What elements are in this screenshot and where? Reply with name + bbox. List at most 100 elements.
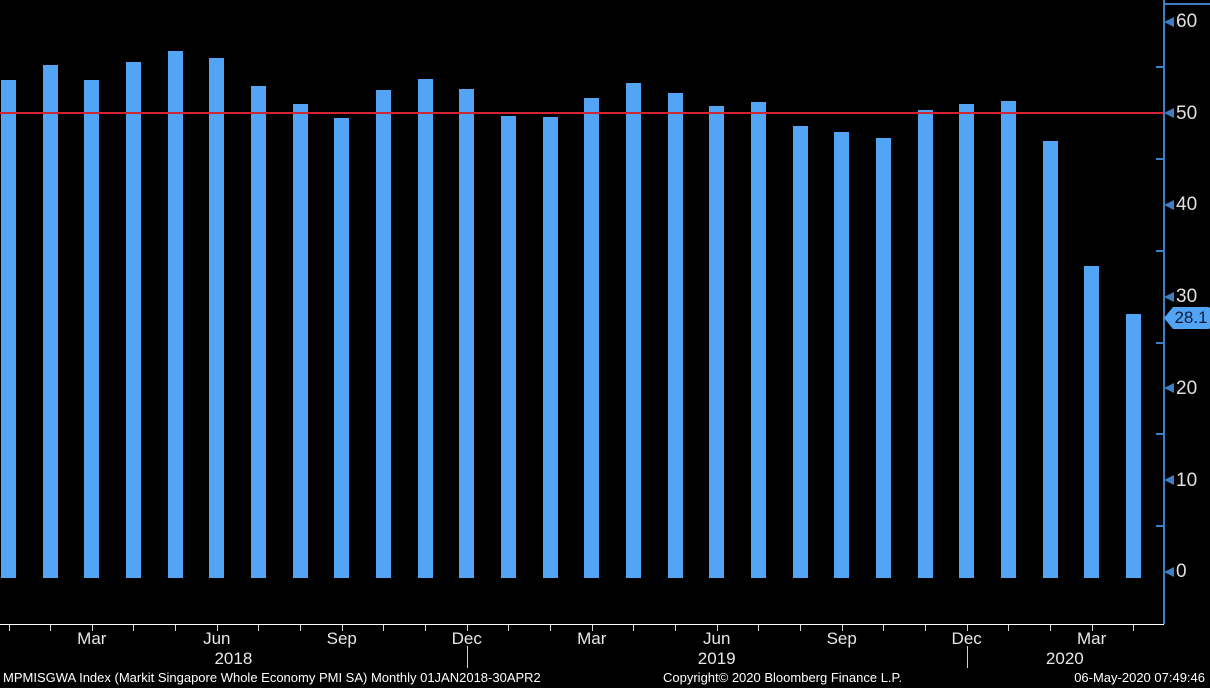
bar-nov-2018[interactable] (417, 79, 433, 578)
y-tick-label-10: 10 (1176, 469, 1198, 491)
bar-dec-2019[interactable] (959, 104, 975, 578)
year-divider-1 (966, 646, 968, 668)
y-tick-label-0: 0 (1176, 561, 1187, 583)
last-value-label: 28.1 (1173, 307, 1210, 330)
status-bar: MPMISGWA Index (Markit Singapore Whole E… (0, 668, 1210, 688)
x-tick-apr-2020 (1133, 625, 1135, 631)
x-tick-sep-2019 (841, 625, 843, 631)
bar-aug-2018[interactable] (292, 104, 308, 578)
reference-line-50 (0, 112, 1163, 115)
x-tick-nov-2018 (425, 625, 427, 631)
x-tick-aug-2018 (300, 625, 302, 631)
bar-mar-2020[interactable] (1084, 266, 1100, 578)
x-axis-line (0, 624, 1164, 625)
y-tick-label-40: 40 (1176, 194, 1198, 216)
x-label-sep-8: Sep (326, 629, 357, 648)
tag-arrow-icon (1164, 307, 1173, 330)
year-label-2020: 2020 (1045, 649, 1084, 668)
x-tick-jan-2020 (1008, 625, 1010, 631)
y-tick-arrow-10-icon (1164, 475, 1174, 486)
x-tick-sep-2018 (341, 625, 343, 631)
x-tick-may-2019 (675, 625, 677, 631)
x-tick-apr-2019 (633, 625, 635, 631)
x-tick-oct-2019 (883, 625, 885, 631)
pmi-bar-chart: 0 10 20 30 40 50 60 Mar Jun Sep Dec Mar Jun Sep Dec Ma… (0, 0, 1210, 668)
y-tick-label-30: 30 (1176, 286, 1198, 308)
security-description: MPMISGWA Index (Markit Singapore Whole E… (3, 670, 541, 685)
y-tick-minor-25 (1156, 341, 1163, 344)
bar-jul-2018[interactable] (250, 85, 266, 578)
x-tick-aug-2019 (800, 625, 802, 631)
y-tick-arrow-60-icon (1164, 16, 1174, 27)
y-tick-minor-55 (1156, 66, 1163, 69)
y-tick-label-20: 20 (1176, 377, 1198, 399)
x-label-jun-5: Jun (203, 629, 231, 648)
bar-mar-2018[interactable] (84, 80, 100, 578)
bar-may-2018[interactable] (167, 50, 183, 578)
bar-jun-2019[interactable] (709, 105, 725, 578)
x-tick-feb-2019 (550, 625, 552, 631)
bar-apr-2020[interactable] (1125, 314, 1141, 578)
x-tick-mar-2020 (1091, 625, 1093, 631)
x-tick-dec-2019 (966, 625, 968, 631)
y-tick-arrow-40-icon (1164, 199, 1174, 210)
year-label-2019: 2019 (697, 649, 736, 668)
x-label-sep-20: Sep (826, 629, 857, 648)
x-label-dec-11: Dec (451, 629, 482, 648)
y-tick-label-50: 50 (1176, 102, 1198, 124)
x-tick-nov-2019 (925, 625, 927, 631)
bar-jan-2020[interactable] (1000, 101, 1016, 578)
y-tick-minor-45 (1156, 158, 1163, 161)
y-axis-top-foot (1163, 3, 1210, 5)
last-value-tag: 28.1 (1164, 307, 1210, 330)
y-tick-label-60: 60 (1176, 11, 1198, 33)
x-tick-feb-2020 (1050, 625, 1051, 631)
bar-jan-2019[interactable] (500, 116, 516, 578)
x-tick-oct-2018 (383, 625, 385, 631)
year-divider-0 (466, 646, 468, 668)
x-tick-may-2018 (175, 625, 177, 631)
bar-sep-2018[interactable] (334, 117, 350, 578)
x-label-mar-26: Mar (1077, 629, 1107, 648)
bar-jul-2019[interactable] (750, 102, 766, 578)
bar-oct-2019[interactable] (875, 138, 891, 578)
y-tick-minor-5 (1156, 524, 1163, 527)
x-label-mar-2: Mar (77, 629, 107, 648)
bar-feb-2019[interactable] (542, 116, 558, 578)
x-tick-jan-2019 (508, 625, 510, 631)
bar-aug-2019[interactable] (792, 126, 808, 578)
copyright-text: Copyright© 2020 Bloomberg Finance L.P. (663, 670, 903, 685)
y-tick-arrow-0-icon (1164, 566, 1174, 577)
bar-oct-2018[interactable] (375, 90, 391, 578)
bar-feb-2018[interactable] (42, 64, 58, 578)
x-tick-jul-2018 (258, 625, 260, 631)
timestamp: 06-May-2020 07:49:46 (1074, 670, 1205, 685)
y-tick-arrow-50-icon (1164, 108, 1174, 119)
x-tick-mar-2018 (91, 625, 93, 631)
x-label-mar-14: Mar (577, 629, 607, 648)
y-tick-arrow-20-icon (1164, 383, 1174, 394)
bar-jan-2018[interactable] (1, 80, 16, 578)
bar-feb-2020[interactable] (1042, 140, 1058, 578)
bar-sep-2019[interactable] (834, 131, 850, 578)
x-tick-jun-2018 (216, 625, 218, 631)
x-tick-jan-2018 (8, 625, 10, 631)
y-tick-minor-35 (1156, 249, 1163, 252)
x-label-jun-17: Jun (703, 629, 731, 648)
bar-nov-2019[interactable] (917, 109, 933, 578)
bar-dec-2018[interactable] (459, 88, 475, 578)
x-tick-mar-2019 (591, 625, 593, 631)
x-tick-apr-2018 (133, 625, 135, 631)
x-tick-jun-2019 (716, 625, 718, 631)
year-label-2018: 2018 (214, 649, 253, 668)
x-tick-jul-2019 (758, 625, 760, 631)
bar-apr-2019[interactable] (625, 83, 641, 578)
x-label-dec-23: Dec (951, 629, 982, 648)
y-tick-minor-15 (1156, 433, 1163, 436)
x-tick-dec-2018 (466, 625, 468, 631)
bar-jun-2018[interactable] (209, 58, 225, 578)
bar-may-2019[interactable] (667, 93, 683, 578)
bar-apr-2018[interactable] (125, 61, 141, 578)
bar-mar-2019[interactable] (584, 97, 600, 578)
